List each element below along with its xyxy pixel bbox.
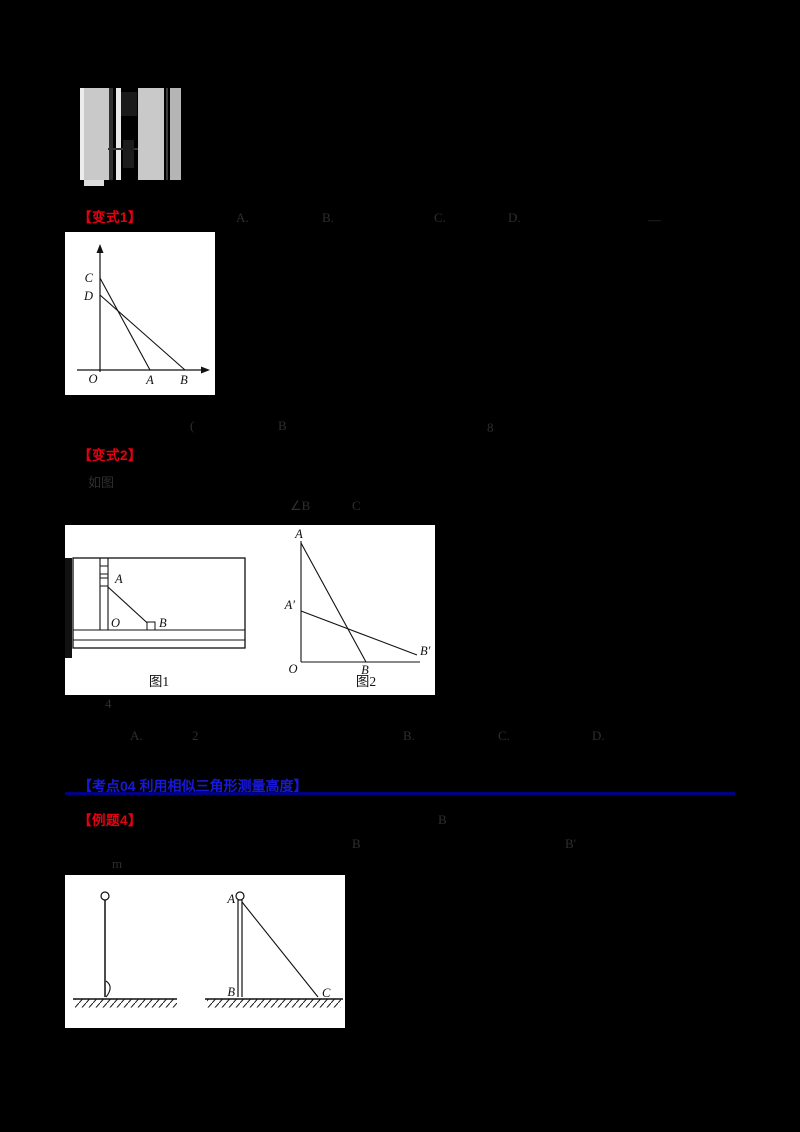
label-B: B (159, 616, 167, 630)
photo-edge-line (166, 88, 168, 180)
ruler-and-triangle-figure-box: A O B 图1 A A′ O B B′ 图2 (65, 525, 435, 695)
faint-text-fragment: B. (322, 210, 334, 225)
faint-text-fragment: A. (236, 210, 249, 225)
faint-text-fragment: ∠B (290, 498, 311, 513)
ruler-tick-square (99, 565, 109, 575)
coordinate-figure-box: C D O A B (65, 232, 215, 395)
segment-DB (99, 294, 186, 371)
coordinate-figure: C D O A B (77, 244, 210, 387)
photo-step (84, 180, 104, 186)
photo-column (80, 88, 84, 180)
photo-figure (80, 88, 185, 186)
right-pole-figure: A B C (205, 891, 343, 1008)
label-O: O (111, 616, 120, 630)
faint-text-fragment: B (278, 418, 287, 433)
faint-text-fragment: 2 (192, 728, 199, 743)
faint-text-fragment: B. (403, 728, 415, 743)
photo-column (116, 88, 121, 180)
outer-rectangle (72, 557, 246, 649)
label-B-prime: B′ (420, 644, 431, 658)
label-B: B (361, 663, 369, 677)
faint-text-fragment: C. (434, 210, 446, 225)
faint-text-fragment: B' (565, 836, 577, 851)
label-A-prime: A′ (284, 598, 296, 612)
flagpole-figure-box: A B C (65, 875, 345, 1028)
faint-text-fragment: A. (130, 728, 143, 743)
photo-column (138, 88, 164, 180)
label-O: O (288, 662, 297, 676)
faint-text-fragment: B (352, 836, 361, 851)
label-A: A (145, 373, 154, 387)
example-badge: 【例题4】 (78, 813, 143, 828)
label-A: A (294, 527, 303, 541)
faint-text-fragment: ( (190, 418, 195, 433)
label-C: C (322, 986, 331, 1000)
caption-fig2: 图2 (356, 674, 376, 689)
corner-ruler-figure: A O B 图1 (65, 557, 246, 689)
segment-CA (99, 277, 151, 371)
label-B: B (227, 985, 235, 999)
faint-text-fragment: 8 (487, 420, 494, 435)
photo-column (84, 88, 109, 180)
triangle-figure: A A′ O B B′ 图2 (284, 527, 431, 689)
label-A: A (226, 892, 235, 906)
photo-column (170, 88, 181, 180)
left-pole-figure (73, 891, 177, 1008)
faint-text-fragment: C. (498, 728, 510, 743)
pole-top-ball (100, 891, 110, 901)
photo-dark-area (121, 92, 137, 116)
faint-text-fragment: 4 (105, 696, 112, 711)
segment-AprimeBprime (300, 610, 418, 656)
label-O: O (88, 372, 97, 386)
ruler-tick-square (99, 577, 109, 587)
label-B: B (180, 373, 188, 387)
ground-hatching (75, 999, 177, 1008)
y-axis-arrow (96, 244, 104, 253)
faint-text-fragment: — (648, 212, 661, 227)
label-D: D (83, 289, 93, 303)
rope-squiggle (105, 980, 111, 998)
ground-hatching (207, 999, 341, 1008)
faint-text-fragment: D. (592, 728, 605, 743)
point-B-square (146, 621, 156, 631)
faint-text-fragment: m (112, 856, 123, 871)
section-divider-line (65, 792, 735, 795)
photo-gap (109, 88, 113, 180)
label-C: C (85, 271, 94, 285)
segment-AC (241, 901, 319, 998)
faint-text-fragment: 如图 (88, 475, 115, 490)
pole-top-ball (235, 891, 245, 901)
photo-figure-silhouette (123, 140, 134, 168)
caption-fig1: 图1 (149, 674, 169, 689)
ruler-and-triangle-figure: A O B 图1 A A′ O B B′ 图2 (65, 527, 431, 689)
section-header: 【考点04 利用相似三角形测量高度】 (78, 778, 308, 794)
flagpole-figure: A B C (73, 891, 343, 1008)
faint-text-fragment: D. (508, 210, 521, 225)
faint-text-fragment: C (352, 498, 361, 513)
wall-bar (65, 558, 72, 658)
segment-AB (300, 542, 367, 663)
faint-text-fragment: B (438, 812, 447, 827)
label-A: A (114, 572, 123, 586)
variation2-badge: 【变式2】 (78, 448, 143, 463)
variation1-badge: 【变式1】 (78, 210, 143, 225)
x-axis-arrow (201, 366, 210, 374)
